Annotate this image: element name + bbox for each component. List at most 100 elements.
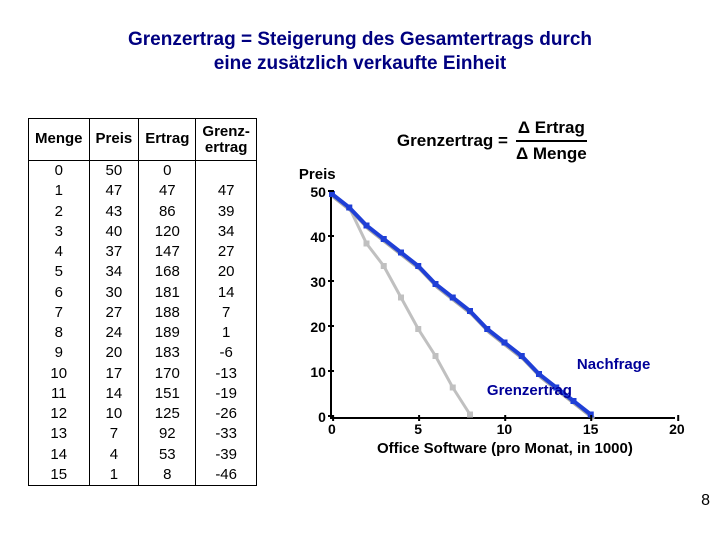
table-row: 1114151-19 — [29, 384, 257, 404]
cell-ertrag: 151 — [139, 384, 196, 404]
formula-numerator: Δ Ertrag — [518, 118, 585, 138]
cell-menge: 5 — [29, 262, 90, 282]
cell-ertrag: 53 — [139, 445, 196, 465]
col-ertrag: Ertrag — [139, 119, 196, 161]
ytick: 20 — [310, 319, 332, 335]
data-table: Menge Preis Ertrag Grenz-ertrag 05001474… — [28, 118, 257, 486]
chart: Preis 0102030405005101520NachfrageGrenze… — [275, 168, 695, 468]
table-row: 63018114 — [29, 283, 257, 303]
cell-preis: 50 — [89, 161, 139, 182]
cell-preis: 47 — [89, 181, 139, 201]
cell-preis: 40 — [89, 222, 139, 242]
cell-ge: -6 — [196, 343, 257, 363]
cell-ge: -33 — [196, 424, 257, 444]
table-row: 1474747 — [29, 181, 257, 201]
table-row: 1518-46 — [29, 465, 257, 486]
cell-ge: 1 — [196, 323, 257, 343]
cell-preis: 14 — [89, 384, 139, 404]
cell-ge: 27 — [196, 242, 257, 262]
plot-area: 0102030405005101520NachfrageGrenzertrag — [330, 194, 675, 419]
cell-preis: 34 — [89, 262, 139, 282]
cell-ge: -46 — [196, 465, 257, 486]
cell-ertrag: 92 — [139, 424, 196, 444]
cell-preis: 30 — [89, 283, 139, 303]
cell-ge: 47 — [196, 181, 257, 201]
cell-ertrag: 120 — [139, 222, 196, 242]
xtick: 10 — [497, 417, 513, 437]
title-line2: eine zusätzlich verkaufte Einheit — [214, 53, 506, 74]
cell-preis: 20 — [89, 343, 139, 363]
cell-menge: 11 — [29, 384, 90, 404]
table-row: 2438639 — [29, 202, 257, 222]
table-row: 14453-39 — [29, 445, 257, 465]
cell-menge: 13 — [29, 424, 90, 444]
cell-ge — [196, 161, 257, 182]
cell-preis: 24 — [89, 323, 139, 343]
cell-preis: 7 — [89, 424, 139, 444]
cell-menge: 0 — [29, 161, 90, 182]
cell-ertrag: 8 — [139, 465, 196, 486]
xtick: 5 — [414, 417, 422, 437]
cell-ge: 34 — [196, 222, 257, 242]
xtick: 15 — [583, 417, 599, 437]
cell-ge: -39 — [196, 445, 257, 465]
cell-menge: 7 — [29, 303, 90, 323]
cell-ertrag: 147 — [139, 242, 196, 262]
cell-menge: 9 — [29, 343, 90, 363]
cell-ge: 14 — [196, 283, 257, 303]
cell-menge: 6 — [29, 283, 90, 303]
xtick: 20 — [669, 417, 685, 437]
cell-ge: -19 — [196, 384, 257, 404]
series-label-grenzertrag: Grenzertrag — [487, 382, 572, 399]
table-row: 53416820 — [29, 262, 257, 282]
cell-ertrag: 188 — [139, 303, 196, 323]
title-line1: Grenzertrag = Steigerung des Gesamtertra… — [128, 29, 592, 50]
table-row: 43714727 — [29, 242, 257, 262]
col-menge: Menge — [29, 119, 90, 161]
cell-menge: 12 — [29, 404, 90, 424]
cell-ge: 39 — [196, 202, 257, 222]
content-area: Menge Preis Ertrag Grenz-ertrag 05001474… — [28, 118, 710, 486]
ytick: 40 — [310, 229, 332, 245]
cell-menge: 14 — [29, 445, 90, 465]
cell-menge: 10 — [29, 364, 90, 384]
chart-xlabel: Office Software (pro Monat, in 1000) — [295, 440, 715, 457]
cell-ge: 20 — [196, 262, 257, 282]
chart-ylabel: Preis — [299, 166, 336, 183]
cell-preis: 1 — [89, 465, 139, 486]
table-row: 34012034 — [29, 222, 257, 242]
formula-denominator: Δ Menge — [516, 144, 587, 164]
ytick: 30 — [310, 274, 332, 290]
table-row: 7271887 — [29, 303, 257, 323]
cell-preis: 10 — [89, 404, 139, 424]
table-row: 13792-33 — [29, 424, 257, 444]
cell-ertrag: 125 — [139, 404, 196, 424]
table-row: 920183-6 — [29, 343, 257, 363]
cell-ge: 7 — [196, 303, 257, 323]
cell-preis: 17 — [89, 364, 139, 384]
table-row: 8241891 — [29, 323, 257, 343]
cell-ertrag: 183 — [139, 343, 196, 363]
ytick: 50 — [310, 184, 332, 200]
cell-ertrag: 189 — [139, 323, 196, 343]
cell-ge: -13 — [196, 364, 257, 384]
cell-menge: 1 — [29, 181, 90, 201]
cell-ertrag: 47 — [139, 181, 196, 201]
cell-ertrag: 181 — [139, 283, 196, 303]
col-preis: Preis — [89, 119, 139, 161]
table-row: 1210125-26 — [29, 404, 257, 424]
cell-ertrag: 0 — [139, 161, 196, 182]
xtick: 0 — [328, 417, 336, 437]
col-grenzertrag: Grenz-ertrag — [196, 119, 257, 161]
table-row: 0500 — [29, 161, 257, 182]
fraction-bar — [516, 140, 587, 142]
formula-lhs: Grenzertrag = — [397, 131, 508, 151]
table-row: 1017170-13 — [29, 364, 257, 384]
formula: Grenzertrag = Δ Ertrag Δ Menge — [397, 118, 587, 163]
cell-ertrag: 86 — [139, 202, 196, 222]
cell-preis: 4 — [89, 445, 139, 465]
cell-menge: 8 — [29, 323, 90, 343]
page-number: 8 — [701, 492, 710, 510]
cell-preis: 43 — [89, 202, 139, 222]
cell-menge: 15 — [29, 465, 90, 486]
